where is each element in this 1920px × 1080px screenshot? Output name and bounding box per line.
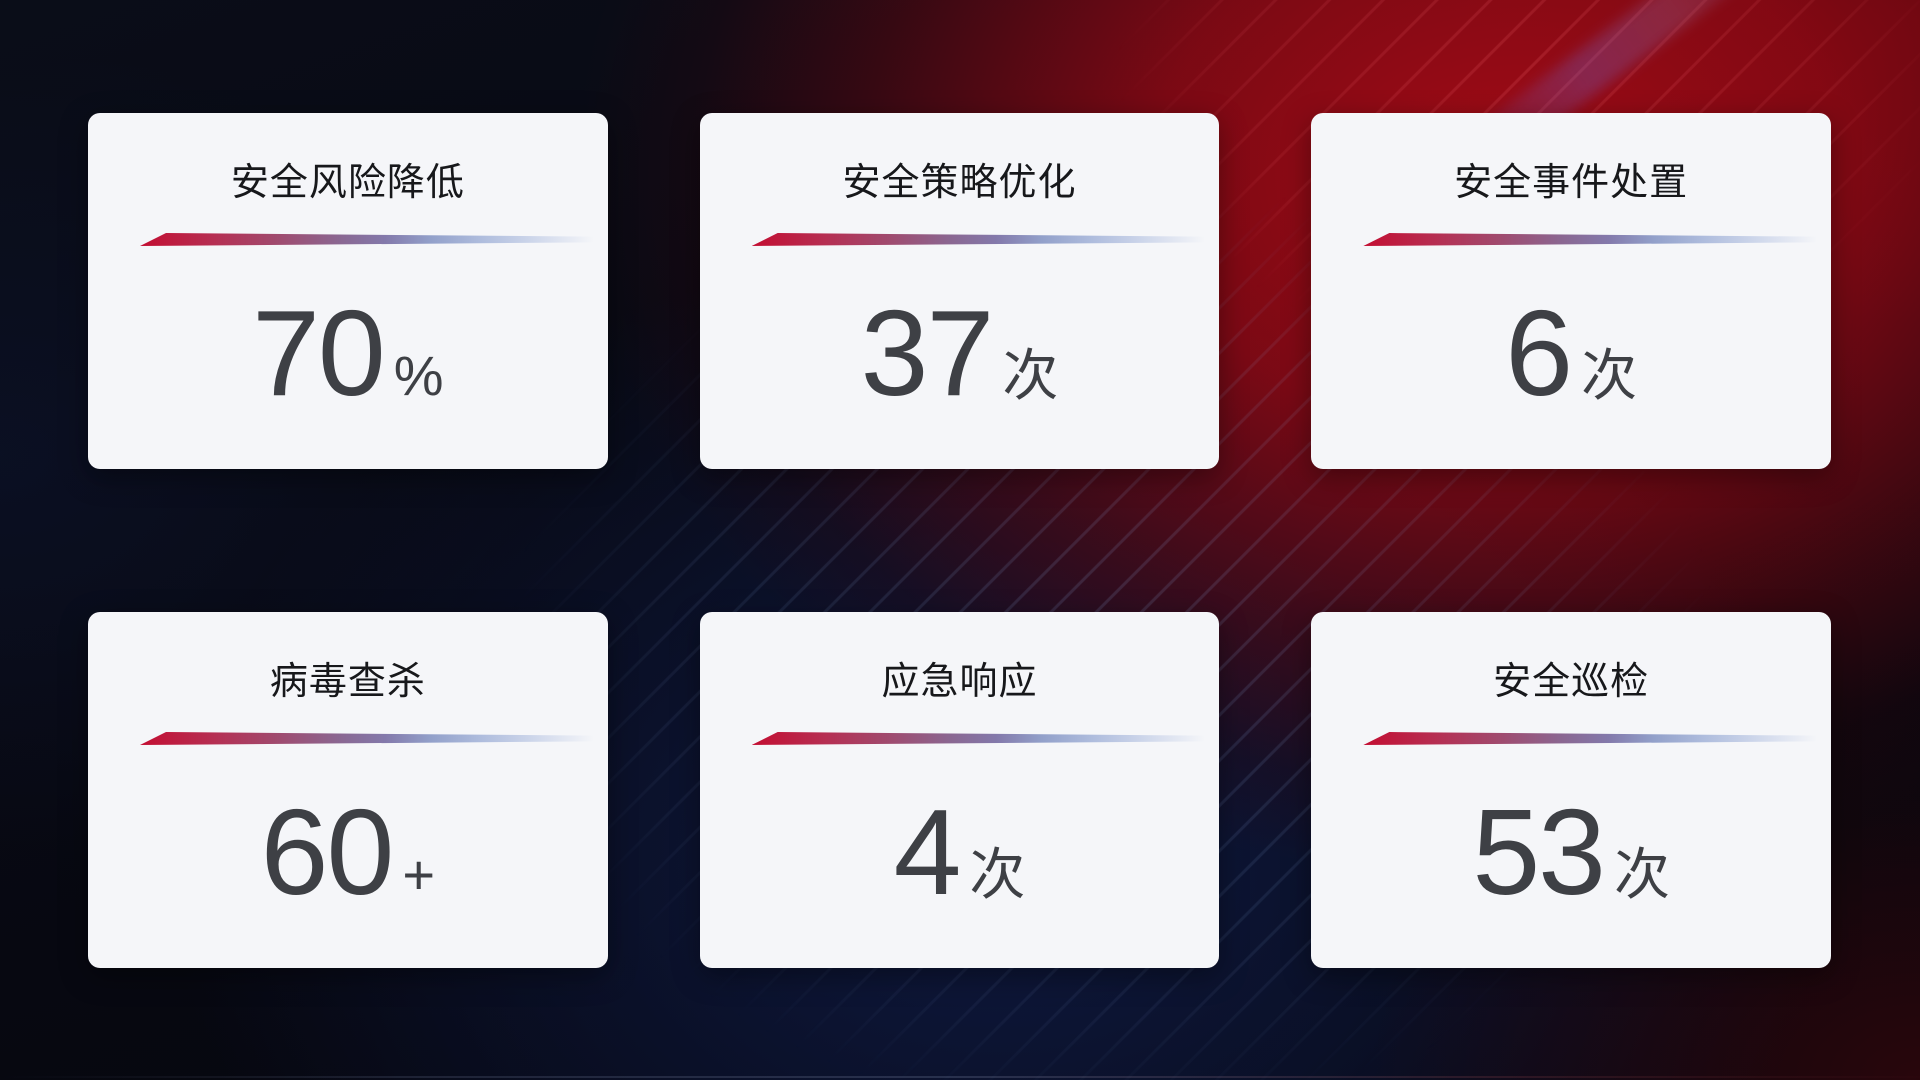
stat-value: 60: [260, 784, 395, 920]
stat-value: 70: [252, 285, 386, 421]
stat-unit: 次: [1581, 344, 1638, 407]
stat-value-row: 4 次: [700, 791, 1220, 913]
stat-unit: %: [393, 344, 444, 407]
stat-card-title: 安全事件处置: [1454, 162, 1689, 204]
gradient-divider: [1363, 732, 1817, 745]
stat-value-row: 70 %: [88, 292, 608, 414]
stat-card-policy-optimization: 安全策略优化 37 次: [699, 113, 1220, 469]
stat-unit: +: [402, 843, 436, 906]
stat-value-row: 6 次: [1311, 292, 1831, 414]
stat-value: 6: [1505, 285, 1573, 421]
stat-card-title: 病毒查杀: [269, 661, 426, 703]
stat-card-virus-scan: 病毒查杀 60 +: [88, 612, 608, 968]
stat-card-title: 安全风险降低: [230, 162, 465, 204]
gradient-divider: [1363, 233, 1817, 246]
stat-value-row: 37 次: [700, 292, 1220, 414]
stat-value-row: 53 次: [1311, 791, 1831, 913]
background-bottom-line: [0, 1076, 1920, 1078]
gradient-divider: [751, 233, 1206, 246]
stat-value: 53: [1472, 784, 1606, 920]
gradient-divider: [751, 732, 1206, 745]
gradient-divider: [140, 732, 594, 745]
stat-card-emergency-response: 应急响应 4 次: [699, 612, 1220, 968]
stat-value: 4: [893, 784, 962, 920]
stat-unit: 次: [969, 843, 1026, 906]
stats-card-grid: 安全风险降低 70 % 安全策略优化 37 次 安全事件处置 6 次 病毒查杀 …: [88, 113, 1831, 968]
stat-card-title: 安全策略优化: [842, 162, 1077, 204]
stat-card-security-risk-reduction: 安全风险降低 70 %: [88, 113, 608, 469]
stat-card-incident-handling: 安全事件处置 6 次: [1311, 113, 1831, 469]
stat-unit: 次: [1002, 344, 1059, 407]
stat-card-security-inspection: 安全巡检 53 次: [1311, 612, 1831, 968]
stat-card-title: 安全巡检: [1493, 661, 1650, 703]
stat-unit: 次: [1614, 843, 1671, 906]
stat-value-row: 60 +: [88, 791, 608, 913]
stat-card-title: 应急响应: [881, 661, 1038, 703]
stat-value: 37: [860, 285, 995, 421]
gradient-divider: [140, 233, 594, 246]
